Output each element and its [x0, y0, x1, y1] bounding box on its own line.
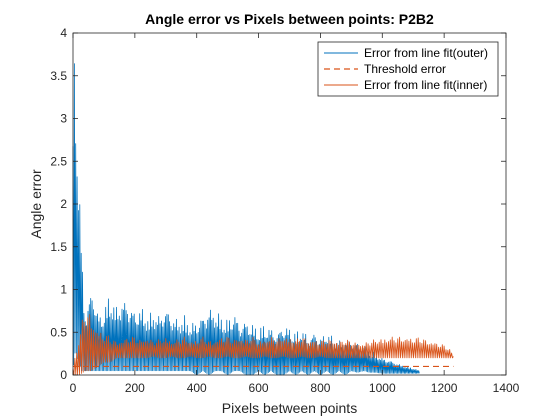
series-layer [72, 63, 454, 376]
x-tick-label: 200 [125, 381, 145, 395]
x-tick-label: 600 [249, 381, 269, 395]
legend-entry: Error from line fit(inner) [324, 78, 487, 92]
y-axis-label: Angle error [28, 169, 44, 239]
x-tick-label: 0 [70, 381, 77, 395]
legend-label: Threshold error [364, 62, 446, 76]
legend-entry: Threshold error [324, 62, 446, 76]
series-2 [72, 314, 454, 376]
legend-entry: Error from line fit(outer) [324, 46, 488, 60]
legend-label: Error from line fit(outer) [364, 46, 488, 60]
y-tick-label: 3 [60, 112, 67, 126]
y-tick-label: 4 [60, 26, 67, 40]
y-tick-label: 0.5 [50, 325, 67, 339]
chart-title: Angle error vs Pixels between points: P2… [145, 11, 434, 27]
y-tick-label: 2.5 [50, 154, 67, 168]
legend-label: Error from line fit(inner) [364, 78, 487, 92]
x-tick-label: 400 [187, 381, 207, 395]
y-tick-label: 1.5 [50, 240, 67, 254]
y-tick-label: 1 [60, 283, 67, 297]
legend: Error from line fit(outer) Threshold erro… [317, 41, 499, 97]
x-axis-label: Pixels between points [222, 400, 357, 416]
axes-layer: 0 200 400 600 800 1000 1200 1400 0 0.5 1 1.5 2 2.5 3 3.… [50, 26, 519, 395]
y-tick-label: 0 [60, 368, 67, 382]
x-tick-label: 1400 [493, 381, 520, 395]
x-tick-label: 800 [310, 381, 330, 395]
series-line [72, 314, 454, 376]
y-tick-label: 2 [60, 197, 67, 211]
x-tick-label: 1000 [369, 381, 396, 395]
y-tick-label: 3.5 [50, 69, 67, 83]
x-tick-label: 1200 [431, 381, 458, 395]
